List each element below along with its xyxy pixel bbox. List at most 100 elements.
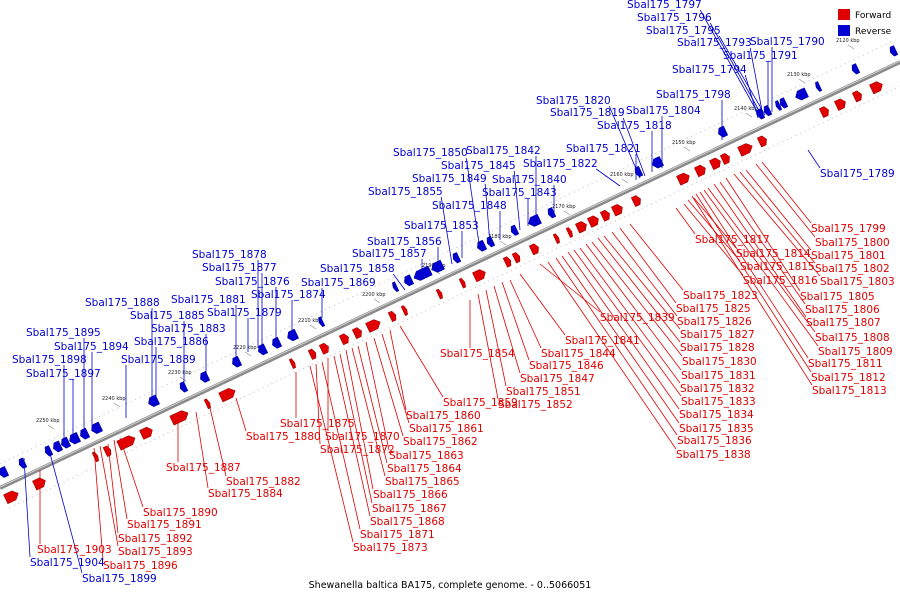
gene-label[interactable]: Sbal175_1823 — [683, 290, 758, 302]
gene-label[interactable]: Sbal175_1868 — [370, 516, 445, 528]
gene-label[interactable]: Sbal175_1794 — [672, 64, 747, 76]
gene-label[interactable]: Sbal175_1883 — [151, 323, 226, 335]
gene-label[interactable]: Sbal175_1894 — [54, 341, 129, 353]
gene-label[interactable]: Sbal175_1802 — [815, 263, 890, 275]
gene-label[interactable]: Sbal175_1853 — [404, 220, 479, 232]
gene-label[interactable]: Sbal175_1805 — [800, 291, 875, 303]
gene-label[interactable]: Sbal175_1845 — [441, 160, 516, 172]
gene-label[interactable]: Sbal175_1815 — [740, 261, 815, 273]
gene-label[interactable]: Sbal175_1865 — [385, 476, 460, 488]
gene-label[interactable]: Sbal175_1844 — [541, 348, 616, 360]
gene-label[interactable]: Sbal175_1860 — [406, 410, 481, 422]
gene-label[interactable]: Sbal175_1859 — [443, 397, 518, 409]
gene-label[interactable]: Sbal175_1890 — [143, 507, 218, 519]
gene-label[interactable]: Sbal175_1904 — [30, 557, 105, 569]
gene-label[interactable]: Sbal175_1857 — [352, 248, 427, 260]
gene-label[interactable]: Sbal175_1800 — [815, 237, 890, 249]
gene-label[interactable]: Sbal175_1861 — [409, 423, 484, 435]
gene-label[interactable]: Sbal175_1813 — [812, 385, 887, 397]
gene-label[interactable]: Sbal175_1811 — [808, 358, 883, 370]
gene-label[interactable]: Sbal175_1856 — [367, 236, 442, 248]
gene-label[interactable]: Sbal175_1796 — [637, 12, 712, 24]
gene-label[interactable]: Sbal175_1836 — [677, 435, 752, 447]
gene-label[interactable]: Sbal175_1885 — [130, 310, 205, 322]
gene-label[interactable]: Sbal175_1897 — [26, 368, 101, 380]
gene-label[interactable]: Sbal175_1870 — [325, 431, 400, 443]
gene-label[interactable]: Sbal175_1849 — [412, 173, 487, 185]
gene-label[interactable]: Sbal175_1793 — [677, 37, 752, 49]
gene-label[interactable]: Sbal175_1803 — [820, 276, 895, 288]
gene-label[interactable]: Sbal175_1858 — [320, 263, 395, 275]
gene-label[interactable]: Sbal175_1808 — [815, 332, 890, 344]
gene-label[interactable]: Sbal175_1852 — [498, 399, 573, 411]
gene-label[interactable]: Sbal175_1806 — [805, 304, 880, 316]
gene-label[interactable]: Sbal175_1791 — [723, 50, 798, 62]
gene-label[interactable]: Sbal175_1873 — [353, 542, 428, 554]
gene-label[interactable]: Sbal175_1825 — [676, 303, 751, 315]
gene-label[interactable]: Sbal175_1884 — [208, 488, 283, 500]
gene-label[interactable]: Sbal175_1882 — [226, 476, 301, 488]
gene-label[interactable]: Sbal175_1814 — [736, 248, 811, 260]
gene-label[interactable]: Sbal175_1872 — [320, 444, 395, 456]
gene-label[interactable]: Sbal175_1878 — [192, 249, 267, 261]
gene-label[interactable]: Sbal175_1877 — [202, 262, 277, 274]
gene-label[interactable]: Sbal175_1898 — [12, 354, 87, 366]
gene-label[interactable]: Sbal175_1879 — [207, 307, 282, 319]
gene-label[interactable]: Sbal175_1797 — [627, 0, 702, 11]
gene-label[interactable]: Sbal175_1888 — [85, 297, 160, 309]
gene-label[interactable]: Sbal175_1875 — [280, 418, 355, 430]
gene-label[interactable]: Sbal175_1854 — [440, 348, 515, 360]
gene-label[interactable]: Sbal175_1881 — [171, 294, 246, 306]
gene-label[interactable]: Sbal175_1846 — [529, 360, 604, 372]
gene-label[interactable]: Sbal175_1867 — [372, 503, 447, 515]
gene-label[interactable]: Sbal175_1871 — [360, 529, 435, 541]
gene-label[interactable]: Sbal175_1835 — [679, 423, 754, 435]
gene-label[interactable]: Sbal175_1847 — [520, 373, 595, 385]
gene-label[interactable]: Sbal175_1821 — [566, 143, 641, 155]
gene-label[interactable]: Sbal175_1833 — [681, 396, 756, 408]
gene-label[interactable]: Sbal175_1862 — [403, 436, 478, 448]
gene-label[interactable]: Sbal175_1893 — [118, 546, 193, 558]
gene-label[interactable]: Sbal175_1842 — [466, 145, 541, 157]
gene-label[interactable]: Sbal175_1790 — [750, 36, 825, 48]
gene-label[interactable]: Sbal175_1789 — [820, 168, 895, 180]
gene-label[interactable]: Sbal175_1899 — [82, 573, 157, 585]
gene-label[interactable]: Sbal175_1834 — [679, 409, 754, 421]
gene-label[interactable]: Sbal175_1840 — [492, 174, 567, 186]
gene-label[interactable]: Sbal175_1795 — [646, 25, 721, 37]
gene-label[interactable]: Sbal175_1874 — [251, 289, 326, 301]
gene-label[interactable]: Sbal175_1804 — [626, 105, 701, 117]
gene-label[interactable]: Sbal175_1895 — [26, 327, 101, 339]
gene-label[interactable]: Sbal175_1903 — [37, 544, 112, 556]
gene-label[interactable]: Sbal175_1891 — [127, 519, 202, 531]
gene-label[interactable]: Sbal175_1851 — [506, 386, 581, 398]
gene-label[interactable]: Sbal175_1863 — [389, 450, 464, 462]
gene-label[interactable]: Sbal175_1866 — [373, 489, 448, 501]
gene-label[interactable]: Sbal175_1880 — [246, 431, 321, 443]
gene-label[interactable]: Sbal175_1820 — [536, 95, 611, 107]
gene-label[interactable]: Sbal175_1864 — [387, 463, 462, 475]
gene-label[interactable]: Sbal175_1830 — [682, 356, 757, 368]
gene-label[interactable]: Sbal175_1850 — [393, 147, 468, 159]
gene-label[interactable]: Sbal175_1876 — [215, 276, 290, 288]
gene-label[interactable]: Sbal175_1828 — [680, 342, 755, 354]
gene-label[interactable]: Sbal175_1807 — [806, 317, 881, 329]
gene-label[interactable]: Sbal175_1819 — [550, 107, 625, 119]
gene-label[interactable]: Sbal175_1809 — [818, 346, 893, 358]
gene-label[interactable]: Sbal175_1817 — [695, 234, 770, 246]
gene-label[interactable]: Sbal175_1886 — [134, 336, 209, 348]
gene-label[interactable]: Sbal175_1812 — [811, 372, 886, 384]
gene-label[interactable]: Sbal175_1887 — [166, 462, 241, 474]
gene-label[interactable]: Sbal175_1816 — [743, 275, 818, 287]
gene-label[interactable]: Sbal175_1848 — [432, 200, 507, 212]
gene-label[interactable]: Sbal175_1822 — [523, 158, 598, 170]
gene-label[interactable]: Sbal175_1832 — [680, 383, 755, 395]
gene-label[interactable]: Sbal175_1831 — [681, 370, 756, 382]
gene-label[interactable]: Sbal175_1839 — [600, 312, 675, 324]
gene-label[interactable]: Sbal175_1826 — [677, 316, 752, 328]
gene-label[interactable]: Sbal175_1818 — [597, 120, 672, 132]
gene-label[interactable]: Sbal175_1827 — [680, 329, 755, 341]
gene-label[interactable]: Sbal175_1855 — [368, 186, 443, 198]
gene-label[interactable]: Sbal175_1799 — [811, 223, 886, 235]
gene-label[interactable]: Sbal175_1798 — [656, 89, 731, 101]
